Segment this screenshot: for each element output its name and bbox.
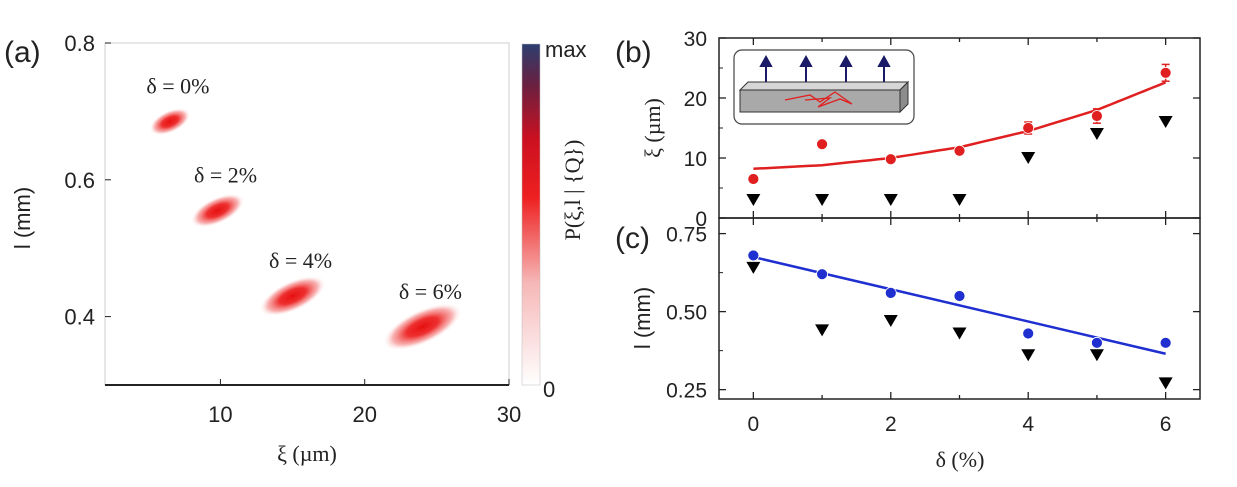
x-tick-label: 10 — [208, 402, 232, 427]
colorbar-gradient — [521, 43, 541, 386]
data-point — [747, 173, 760, 185]
x-tick-label: 30 — [497, 402, 521, 427]
x-tick-label: 20 — [352, 402, 376, 427]
blob-label: δ = 2% — [194, 163, 257, 188]
triangle-marker — [815, 194, 830, 206]
inset-arrowhead-4 — [877, 54, 891, 67]
colorbar-max-label: max — [545, 37, 587, 62]
panel-c-y-label: l (mm) — [630, 287, 655, 349]
x-tick-label: 2 — [885, 413, 897, 436]
panel-a-label: (a) — [4, 36, 41, 69]
inset-arrowhead-1 — [759, 54, 773, 67]
y-tick-label: 10 — [684, 148, 707, 171]
panel-a-y-label: l (mm) — [10, 187, 35, 249]
data-point — [1022, 122, 1035, 134]
colorbar-min-label: 0 — [543, 377, 555, 402]
y-tick-label: 0.8 — [64, 31, 95, 56]
inset-bar-top — [738, 81, 910, 91]
heatmap-blob — [149, 108, 191, 136]
y-tick-label: 0 — [695, 208, 707, 231]
triangle-marker — [746, 261, 761, 274]
data-point — [1091, 336, 1103, 349]
panel-c-chart: 0.25 0.50 0.75 0 2 4 6 l (mm) δ (%) — [630, 217, 1201, 472]
panel-a-x-label: ξ (µm) — [277, 441, 337, 466]
data-point — [884, 286, 897, 299]
blob-label: δ = 0% — [146, 74, 209, 99]
inset-arrowhead-2 — [799, 54, 813, 67]
inset-bar-side — [899, 80, 909, 114]
panel-b-y-label: ξ (µm) — [640, 98, 665, 158]
triangle-marker — [952, 194, 967, 206]
panel-c-frame — [718, 217, 1201, 400]
x-tick-label: 6 — [1160, 413, 1172, 436]
data-point — [1159, 336, 1172, 349]
inset-arrows — [759, 54, 891, 82]
inset-bar-front — [739, 89, 901, 113]
triangle-marker — [952, 327, 967, 340]
triangle-marker — [1021, 152, 1036, 164]
data-point — [816, 138, 828, 151]
data-point — [953, 290, 966, 302]
panel-b-chart: 0 10 20 30 ξ (µm) — [640, 28, 1201, 231]
y-tick-label: 20 — [684, 88, 707, 111]
triangle-marker — [1089, 349, 1104, 362]
blob-label: δ = 4% — [269, 248, 332, 273]
data-point — [1022, 327, 1035, 340]
y-tick-label: 0.25 — [666, 380, 707, 403]
triangle-marker — [883, 194, 898, 206]
triangle-marker — [815, 324, 830, 337]
panel-c-label: (c) — [615, 222, 650, 255]
triangle-marker — [1089, 128, 1104, 140]
panel-c-x-label: δ (%) — [936, 447, 985, 472]
triangle-marker — [1158, 116, 1173, 128]
triangle-marker — [1158, 377, 1173, 390]
x-tick-label: 4 — [1022, 413, 1034, 436]
triangle-marker — [1021, 349, 1036, 362]
blob-label: δ = 6% — [399, 279, 462, 304]
y-tick-label: 0.75 — [666, 224, 707, 247]
y-tick-label: 0.50 — [666, 302, 707, 325]
colorbar-label: P(ξ,l | {Q}) — [560, 140, 585, 241]
x-tick-label: 0 — [748, 413, 760, 436]
y-tick-label: 0.6 — [64, 168, 95, 193]
y-tick-label: 0.4 — [64, 305, 95, 330]
y-tick-label: 30 — [684, 28, 707, 51]
data-point — [953, 144, 966, 157]
heatmap-blob — [259, 275, 326, 317]
inset-arrowhead-3 — [839, 54, 853, 67]
triangle-marker — [746, 194, 761, 206]
inset-path — [784, 91, 853, 108]
triangle-marker — [883, 314, 898, 327]
heatmap-blob — [190, 193, 245, 228]
data-point — [816, 268, 828, 281]
data-point — [1091, 110, 1103, 122]
heatmap-blob — [382, 303, 463, 351]
inset-diagram — [733, 49, 915, 125]
data-point — [747, 249, 760, 262]
data-point — [884, 153, 897, 166]
panel-b-label: (b) — [615, 36, 652, 69]
data-point — [1159, 66, 1172, 79]
panel-a-heatmap: δ = 0% δ = 2% δ = 4% δ = 6% 10 20 30 0.4 0.6 0.8… — [10, 31, 521, 466]
colorbar: max 0 P(ξ,l | {Q}) — [521, 37, 587, 402]
